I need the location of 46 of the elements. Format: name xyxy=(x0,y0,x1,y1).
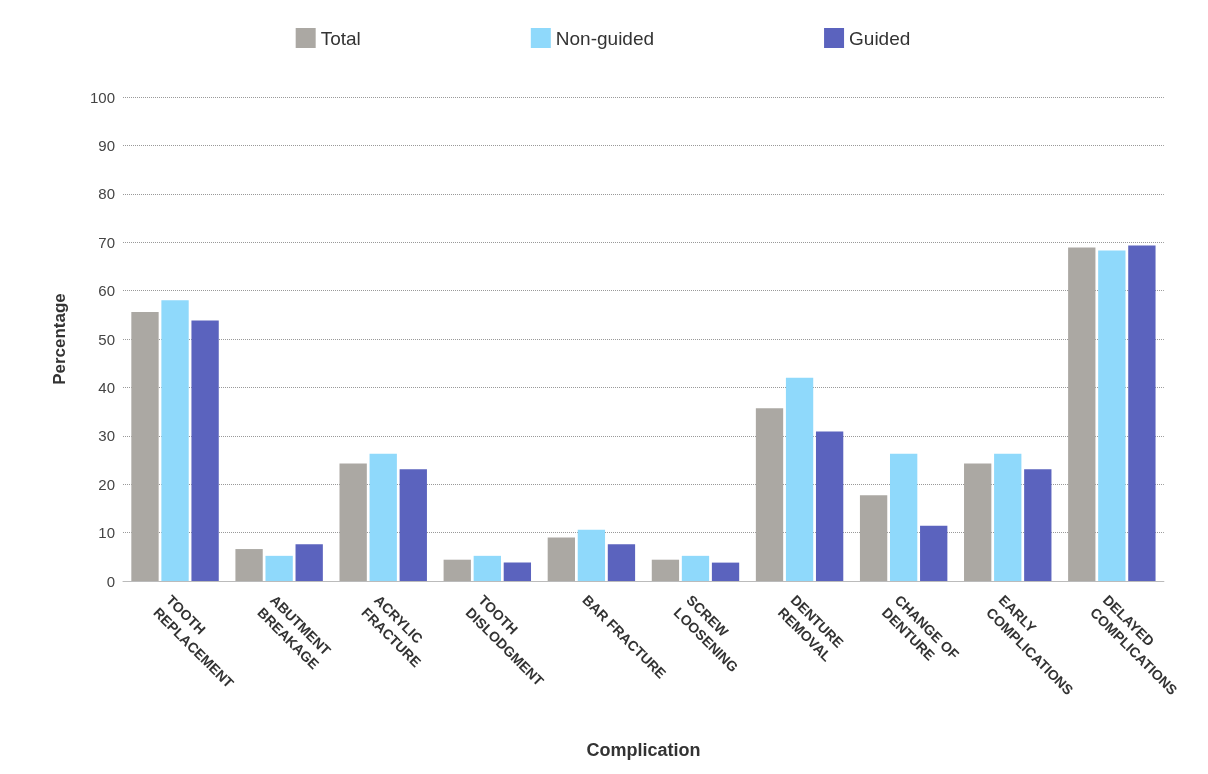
bar xyxy=(890,453,918,581)
y-tick-label: 50 xyxy=(98,330,115,348)
bar xyxy=(755,408,784,581)
y-tick-label: 0 xyxy=(106,572,115,590)
bar xyxy=(369,453,397,581)
y-axis-title: Percentage xyxy=(50,293,69,385)
bar xyxy=(859,495,888,581)
y-tick-label: 30 xyxy=(98,427,115,445)
bar xyxy=(785,377,814,581)
y-tick-label: 10 xyxy=(98,524,115,542)
y-tick-label: 60 xyxy=(98,282,115,300)
bar xyxy=(473,555,501,581)
y-tick-label: 90 xyxy=(98,136,115,154)
bar xyxy=(339,463,367,581)
bar xyxy=(964,463,992,581)
bar xyxy=(681,555,710,581)
bar xyxy=(815,431,844,581)
bar xyxy=(503,562,532,581)
bar xyxy=(920,525,948,581)
bar xyxy=(1128,245,1156,581)
y-tick-label: 40 xyxy=(98,378,115,396)
bar xyxy=(161,300,189,581)
bar xyxy=(577,529,606,581)
bar xyxy=(1024,469,1052,581)
bar xyxy=(399,469,427,581)
bar xyxy=(443,559,471,581)
legend-label: Total xyxy=(320,27,361,49)
bar xyxy=(131,311,159,581)
bar xyxy=(191,320,219,581)
bar xyxy=(295,544,323,581)
x-axis-title: Complication xyxy=(586,740,701,760)
legend-label: Non-guided xyxy=(555,27,655,49)
y-tick-label: 70 xyxy=(98,233,115,251)
bar xyxy=(994,453,1022,581)
bar xyxy=(1098,250,1126,581)
bar xyxy=(547,537,575,581)
y-tick-label: 20 xyxy=(98,475,115,493)
y-tick-label: 100 xyxy=(89,88,115,106)
bar xyxy=(1068,247,1096,581)
bar xyxy=(651,559,680,581)
bar xyxy=(265,555,293,581)
bar xyxy=(607,544,636,581)
legend-label: Guided xyxy=(849,27,911,49)
bar xyxy=(235,549,263,581)
bar xyxy=(711,562,740,581)
y-tick-label: 80 xyxy=(98,185,115,203)
